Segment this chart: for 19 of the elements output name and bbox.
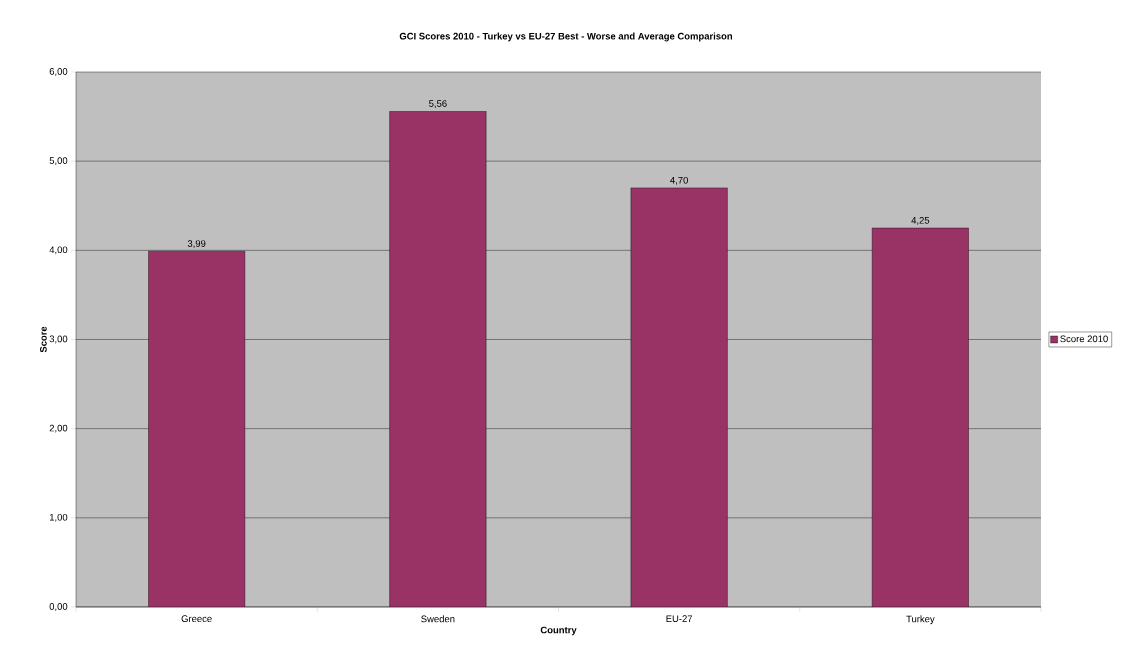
y-tick-label: 4,00 bbox=[49, 246, 68, 255]
data-label: 4,25 bbox=[911, 217, 930, 225]
data-label: 4,70 bbox=[670, 176, 688, 185]
x-tick-label: EU-27 bbox=[666, 615, 693, 623]
y-tick-label: 2,00 bbox=[49, 424, 68, 433]
data-label: 3,99 bbox=[187, 240, 206, 249]
x-tick-label: Turkey bbox=[906, 615, 935, 625]
legend-label: Score 2010 bbox=[1060, 335, 1108, 343]
y-tick-label: 0,00 bbox=[49, 603, 68, 611]
x-tick-label: Greece bbox=[181, 615, 212, 623]
y-tick-label: 6,00 bbox=[49, 68, 68, 76]
x-axis-title: Country bbox=[540, 626, 577, 636]
y-tick-label: 5,00 bbox=[49, 157, 68, 166]
x-tick-label: Sweden bbox=[421, 615, 455, 623]
data-label: 5,56 bbox=[429, 100, 447, 109]
y-tick-label: 3,00 bbox=[49, 335, 68, 344]
y-axis-title: Score bbox=[40, 326, 47, 353]
y-tick-label: 1,00 bbox=[49, 513, 68, 522]
chart-title: GCI Scores 2010 - Turkey vs EU-27 Best - Worse and Average Comparison bbox=[399, 32, 733, 42]
